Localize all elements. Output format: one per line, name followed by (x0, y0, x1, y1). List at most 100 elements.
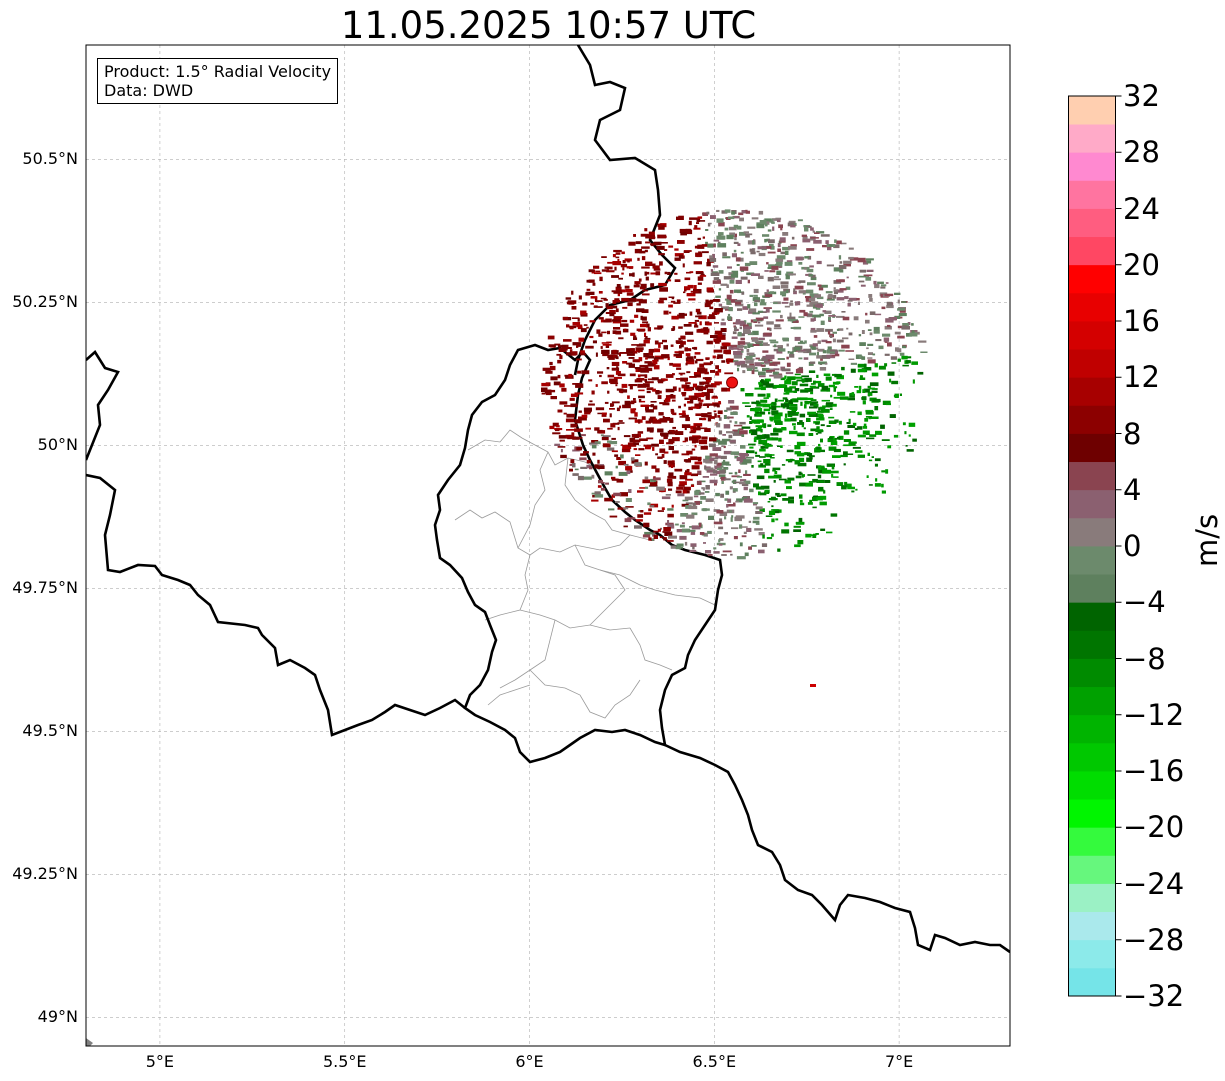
echo-pixel (733, 536, 738, 540)
echo-pixel (678, 326, 683, 329)
echo-pixel (704, 428, 711, 432)
echo-pixel (762, 367, 770, 372)
echo-pixel (721, 438, 731, 442)
echo-pixel (646, 405, 652, 407)
echo-pixel (721, 318, 725, 321)
echo-pixel (790, 417, 797, 422)
echo-pixel (813, 335, 818, 338)
echo-pixel (638, 448, 645, 451)
echo-pixel (884, 353, 890, 356)
echo-pixel (904, 431, 907, 435)
echo-pixel (620, 323, 629, 327)
echo-pixel (796, 441, 806, 446)
echo-pixel (615, 330, 622, 335)
echo-pixel (750, 429, 757, 432)
echo-pixel (641, 416, 646, 420)
echo-pixel (809, 293, 819, 298)
echo-pixel (777, 218, 781, 223)
echo-pixel (616, 407, 620, 412)
echo-pixel (585, 427, 591, 430)
echo-pixel (600, 346, 603, 349)
echo-pixel (638, 419, 641, 424)
echo-pixel (678, 547, 683, 549)
echo-pixel (746, 368, 753, 371)
echo-pixel (729, 420, 732, 423)
echo-pixel (662, 402, 670, 406)
echo-pixel (885, 469, 889, 474)
echo-pixel (826, 354, 836, 359)
echo-pixel (678, 312, 685, 316)
echo-pixel (689, 431, 696, 434)
echo-pixel (739, 326, 742, 330)
echo-pixel (666, 442, 674, 445)
echo-pixel (843, 263, 851, 267)
echo-pixel (663, 345, 668, 350)
echo-pixel (552, 432, 561, 435)
radar-site-marker[interactable] (726, 376, 739, 389)
echo-pixel (836, 240, 842, 245)
echo-pixel (733, 224, 739, 229)
echo-pixel (751, 419, 757, 424)
echo-pixel (900, 393, 902, 396)
echo-pixel (604, 401, 609, 404)
echo-pixel (611, 437, 616, 440)
echo-pixel (865, 319, 870, 324)
echo-pixel (871, 456, 874, 458)
echo-pixel (609, 413, 612, 418)
echo-pixel (812, 506, 817, 509)
echo-pixel (764, 292, 773, 295)
echo-pixel (578, 410, 582, 413)
echo-pixel (865, 258, 874, 261)
echo-pixel (791, 236, 795, 240)
echo-pixel (652, 477, 661, 481)
echo-pixel (897, 299, 900, 304)
echo-pixel (757, 460, 762, 463)
echo-pixel (819, 495, 827, 500)
echo-pixel (793, 288, 796, 292)
echo-pixel (746, 272, 755, 276)
echo-pixel (701, 244, 708, 247)
echo-pixel (724, 516, 727, 520)
echo-pixel (846, 422, 851, 424)
echo-pixel (770, 245, 775, 250)
echo-pixel (769, 327, 772, 332)
echo-pixel (601, 256, 607, 258)
echo-pixel (804, 340, 807, 344)
echo-pixel (774, 398, 778, 403)
echo-pixel (707, 530, 712, 534)
echo-pixel (772, 345, 782, 348)
echo-pixel (679, 416, 687, 418)
echo-pixel (702, 381, 710, 385)
echo-pixel (682, 393, 686, 397)
echo-pixel (637, 374, 641, 378)
echo-pixel (857, 426, 863, 430)
echo-pixel (691, 406, 700, 409)
echo-pixel (872, 398, 881, 403)
echo-pixel (786, 271, 794, 275)
echo-pixel (651, 244, 654, 247)
echo-pixel (847, 397, 855, 401)
echo-pixel (667, 430, 676, 435)
echo-pixel (647, 378, 655, 381)
echo-pixel (625, 498, 632, 502)
echo-pixel (705, 357, 710, 360)
echo-pixel (574, 428, 583, 432)
echo-pixel (701, 368, 708, 373)
echo-pixel (663, 460, 667, 464)
echo-pixel (805, 297, 811, 302)
echo-pixel (720, 455, 727, 460)
colorbar-tick-label: 32 (1123, 79, 1160, 113)
echo-pixel (659, 242, 668, 244)
echo-pixel (577, 437, 583, 439)
echo-pixel (810, 227, 814, 231)
echo-pixel (789, 351, 794, 355)
echo-pixel (716, 404, 720, 408)
echo-pixel (902, 323, 909, 327)
colorbar-tick-label: 0 (1123, 529, 1142, 563)
echo-pixel (691, 465, 700, 470)
echo-pixel (701, 386, 707, 390)
echo-pixel (813, 239, 822, 244)
product-label: Product: 1.5° Radial Velocity (104, 62, 332, 81)
echo-pixel (688, 322, 697, 324)
